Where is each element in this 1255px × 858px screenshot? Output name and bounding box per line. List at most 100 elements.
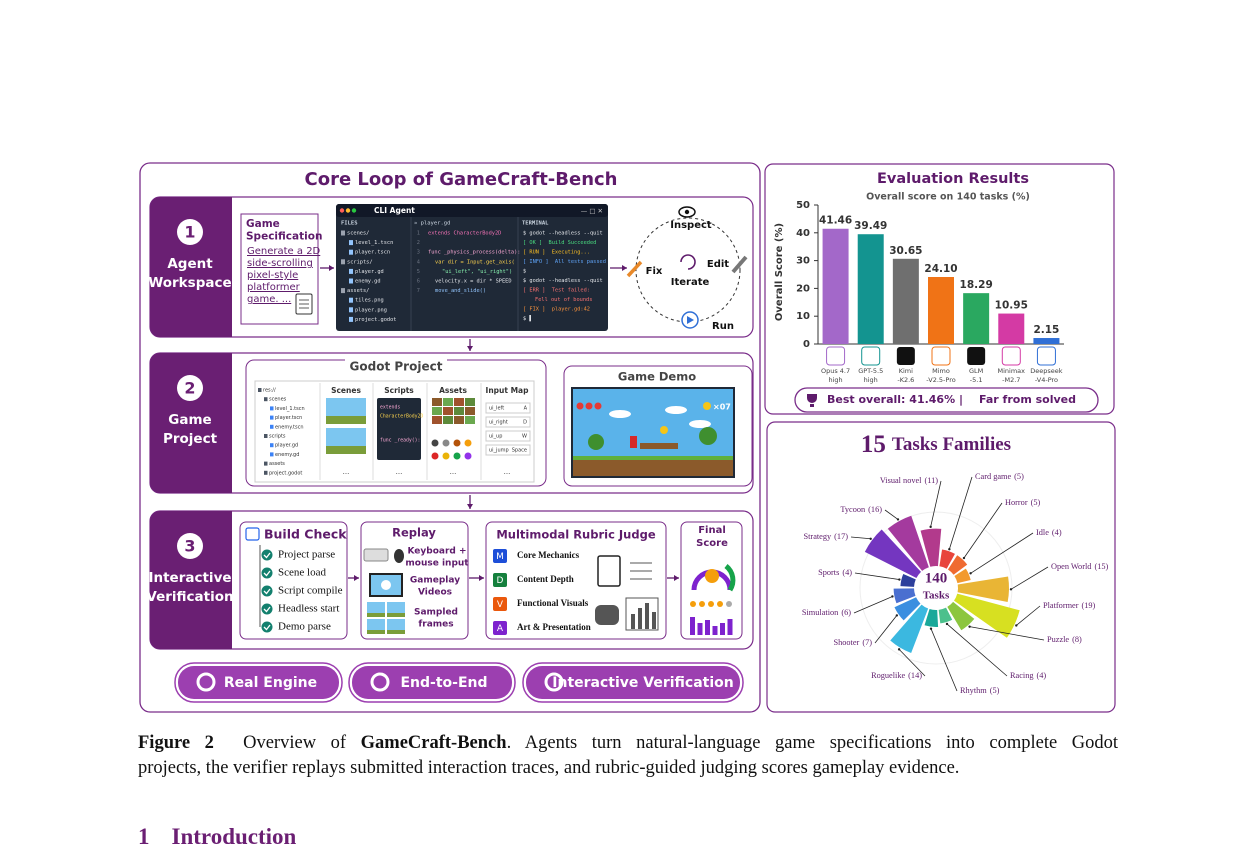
- title-text: Tasks Families: [892, 434, 1011, 455]
- script-line: CharacterBody2D: [380, 414, 423, 420]
- chart-subtitle: Overall score on 140 tasks (%): [866, 192, 1030, 203]
- asset-tile: [432, 407, 442, 415]
- x-tick-label: GPT-5.5 high: [858, 367, 883, 384]
- radial-bar: [939, 549, 955, 569]
- y-tick-label: 0: [803, 339, 810, 350]
- input-row: [485, 444, 531, 456]
- check-icon: [261, 585, 273, 597]
- step-label: Interactive: [148, 570, 231, 586]
- leader-dot: [896, 518, 900, 521]
- radial-bar: [920, 528, 942, 567]
- file-name: level_1.tscn: [355, 240, 393, 246]
- bar-value-label: 39.49: [854, 220, 887, 232]
- arrow-head: [479, 575, 484, 581]
- model-logo: [861, 346, 881, 366]
- category-count: (11): [924, 476, 938, 485]
- bar: [963, 293, 990, 344]
- cloud: [689, 420, 711, 428]
- bar: [822, 228, 849, 344]
- terminal-line: Fell out of bounds: [535, 297, 592, 303]
- radial-bar: [890, 604, 929, 654]
- arrow-head: [467, 346, 473, 351]
- leader-dot: [929, 627, 933, 630]
- file-name: scenes/: [347, 231, 369, 237]
- input-action: ui_right: [489, 420, 508, 426]
- step-label: Game: [168, 412, 211, 428]
- x-tick-label-line: Kimi: [899, 367, 913, 375]
- model-logo: [826, 346, 846, 366]
- category-count: (15): [1094, 562, 1108, 571]
- loop-label: Run: [712, 321, 734, 332]
- build-title: Build Check: [264, 527, 347, 542]
- asset-tile: [454, 416, 464, 424]
- step-block: [222, 511, 232, 649]
- window-dot: [351, 208, 357, 213]
- star: [708, 601, 714, 607]
- spec-text: Generate a 2D: [247, 246, 321, 257]
- demo-ground: [573, 458, 733, 476]
- file-icon: [349, 240, 353, 246]
- pane-header: TERMINAL: [522, 221, 549, 227]
- score-bar: [720, 623, 725, 635]
- leader-line: [948, 476, 973, 550]
- category-count: (17): [834, 532, 848, 541]
- x-tick-label-line: -K2.6: [897, 376, 914, 384]
- tree-icon: [270, 424, 274, 429]
- x-tick-label-line: Deepseek: [1030, 367, 1063, 375]
- terminal-line: $ ▌: [523, 315, 533, 322]
- cli-titlebar: [336, 204, 608, 217]
- star: [699, 601, 705, 607]
- leader-dot: [1009, 588, 1013, 591]
- window-dot: [339, 208, 345, 213]
- asset-tile: [465, 416, 475, 424]
- coin-count: ×07: [713, 403, 731, 412]
- center-total: 140: [925, 570, 948, 586]
- ellipsis: ...: [504, 468, 511, 476]
- asset-icon: [464, 439, 472, 447]
- criterion-label: Art & Presentation: [517, 622, 591, 632]
- category-label: Strategy (17): [804, 532, 849, 541]
- x-tick-label-line: GPT-5.5: [858, 367, 883, 375]
- tree-icon: [264, 397, 268, 402]
- pencil-icon: [731, 255, 748, 274]
- badge-fill: [526, 666, 740, 699]
- radial-bar: [887, 515, 929, 571]
- leader-dot: [897, 648, 901, 651]
- step-circle: [177, 533, 203, 559]
- category-label: Tycoon (16): [840, 505, 882, 514]
- coin-icon: [703, 402, 711, 410]
- x-tick-label: Minimax -M2.7: [998, 367, 1026, 384]
- asset-icon: [431, 439, 439, 447]
- leader-dot: [929, 525, 932, 529]
- category-label: Visual novel (11): [880, 476, 938, 485]
- category-label: Shooter (7): [834, 638, 873, 647]
- step-block: [222, 353, 232, 493]
- file-name: enemy.gd: [355, 279, 381, 285]
- score-bar: [690, 617, 695, 635]
- gauge-end: [724, 564, 736, 592]
- line-number: 5: [417, 269, 420, 275]
- asset-icon: [453, 452, 461, 460]
- tree-icon: [270, 406, 274, 411]
- step-block: [150, 197, 232, 337]
- category-name: Idle: [1036, 528, 1049, 537]
- asset-icon: [442, 452, 450, 460]
- input-key: D: [523, 420, 527, 426]
- tree-icon: [270, 452, 274, 457]
- leader-dot: [869, 537, 872, 540]
- category-label: Rhythm (5): [960, 686, 1000, 695]
- leader-line: [963, 502, 1003, 559]
- frame-ground: [367, 613, 385, 617]
- pane-header: » player.gd: [414, 221, 450, 227]
- model-logo: [1001, 346, 1021, 366]
- radial-bar: [957, 576, 1009, 603]
- heart: [594, 402, 602, 410]
- x-tick-label-line: high: [864, 376, 878, 384]
- center-label: Tasks: [923, 590, 950, 602]
- leader-dot: [962, 556, 966, 560]
- leader-dot: [898, 578, 901, 581]
- title-count: 15: [861, 431, 886, 458]
- asset-tile: [465, 407, 475, 415]
- file-icon: [349, 268, 353, 274]
- file-icon: [349, 307, 353, 313]
